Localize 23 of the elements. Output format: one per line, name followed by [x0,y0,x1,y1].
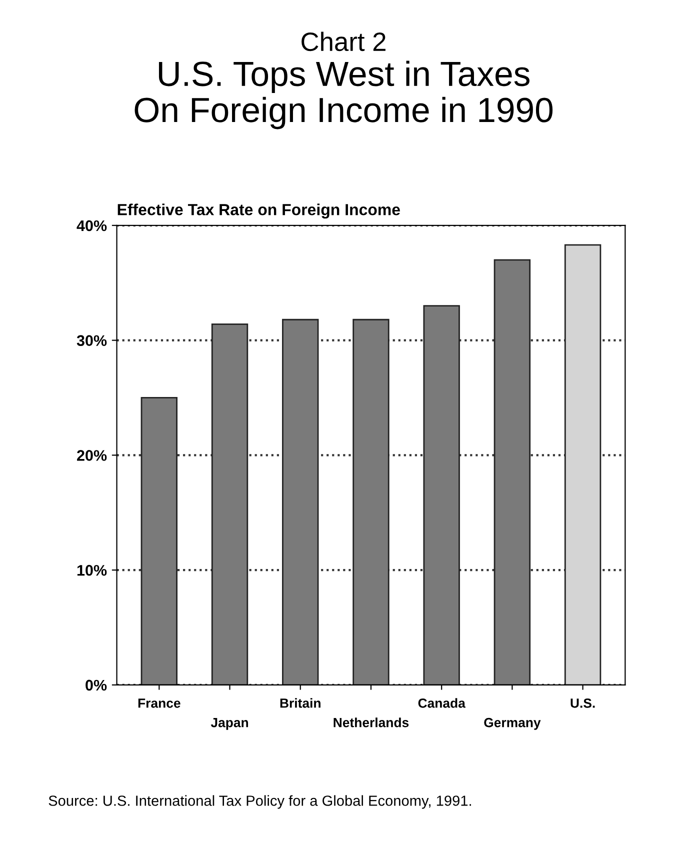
bar [211,324,248,685]
y-tick-label: 40% [76,220,107,232]
chart-subtitle: Chart 2 [302,32,386,52]
y-tick-label: 20% [77,450,107,461]
x-tick-label: France [138,698,180,708]
bar [423,305,460,685]
bar [140,397,178,685]
x-tick-label: Canada [418,698,466,708]
x-tick-label: Britain [280,698,320,708]
chart-title: U.S. Tops West in Taxes On Foreign Income in 1990 [134,60,553,130]
y-axis-title: Effective Tax Rate on Foreign Income [118,204,400,219]
bar [352,318,390,685]
bar [494,259,531,685]
source-note: Source: U.S. International Tax Policy for a Global Economy, 1991. [48,795,471,809]
x-tick-label: U.S. [570,698,595,708]
x-tick-label: Germany [484,718,541,730]
y-tick-label: 10% [77,564,107,576]
x-tick-label: Netherlands [334,718,409,728]
y-tick-label: 0% [86,680,107,691]
bar [282,318,319,685]
x-tick-label: Japan [210,718,248,730]
bar [564,244,602,685]
y-tick-label: 30% [76,335,107,346]
